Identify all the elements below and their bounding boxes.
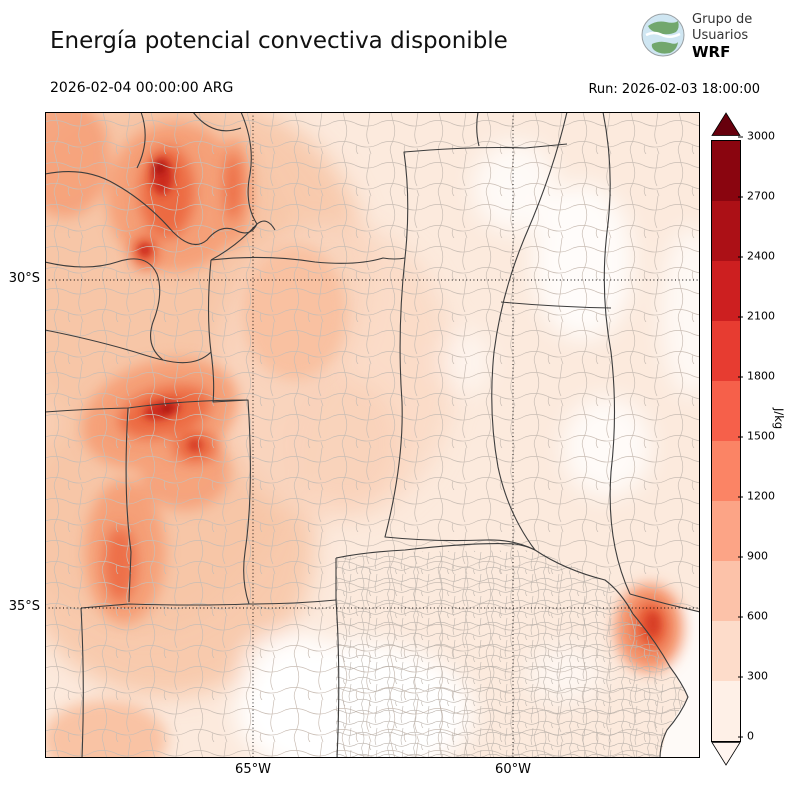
colorbar-tick-label: 2100 — [738, 309, 775, 323]
logo-line-2: Usuarios — [692, 27, 749, 43]
colorbar-extend-over-arrow — [711, 112, 741, 136]
province-boundaries — [45, 112, 700, 758]
colorbar-segment — [712, 441, 740, 501]
colorbar: 3000 2700 2400 2100 1800 1500 1200 900 600 300 0 — [711, 112, 791, 770]
logo-line-1: Grupo de — [692, 12, 753, 27]
colorbar-segments — [711, 140, 741, 742]
colorbar-segment — [712, 621, 740, 681]
colorbar-tick-label: 1800 — [738, 369, 775, 383]
y-tick-30s: 30°S — [8, 271, 40, 286]
colorbar-tick-label: 1500 — [738, 429, 775, 443]
colorbar-segment — [712, 681, 740, 741]
colorbar-tick-label: 2700 — [738, 189, 775, 203]
colorbar-segment — [712, 141, 740, 201]
colorbar-segment — [712, 261, 740, 321]
x-tick-60w: 60°W — [495, 762, 531, 777]
colorbar-tick-label: 300 — [738, 669, 768, 683]
map-frame — [45, 112, 700, 758]
logo-wrf: WRF — [692, 43, 731, 62]
colorbar-extend-under-arrow — [711, 742, 741, 766]
colorbar-segment — [712, 321, 740, 381]
colorbar-tick-label: 0 — [738, 729, 754, 743]
wrf-logo: Grupo de Usuarios WRF — [640, 12, 752, 61]
globe-icon — [641, 13, 685, 57]
valid-time-label: 2026-02-04 00:00:00 ARG — [50, 80, 234, 96]
colorbar-tick-label: 900 — [738, 549, 768, 563]
colorbar-tick-label: 2400 — [738, 249, 775, 263]
map-panel — [45, 112, 700, 758]
colorbar-unit-label: J/kg — [772, 408, 786, 430]
page-title: Energía potencial convectiva disponible — [50, 28, 508, 54]
y-tick-35s: 35°S — [8, 599, 40, 614]
colorbar-tick-label: 1200 — [738, 489, 775, 503]
colorbar-segment — [712, 381, 740, 441]
colorbar-segment — [712, 561, 740, 621]
run-label: Run: 2026-02-03 18:00:00 — [588, 82, 760, 97]
colorbar-ticks: 3000 2700 2400 2100 1800 1500 1200 900 600 300 0 — [738, 130, 791, 743]
colorbar-segment — [712, 201, 740, 261]
department-boundaries — [45, 112, 700, 758]
colorbar-segment — [712, 501, 740, 561]
colorbar-tick-label: 600 — [738, 609, 768, 623]
x-tick-65w: 65°W — [235, 762, 271, 777]
cape-field-map — [45, 112, 700, 758]
colorbar-tick-label: 3000 — [738, 129, 775, 143]
